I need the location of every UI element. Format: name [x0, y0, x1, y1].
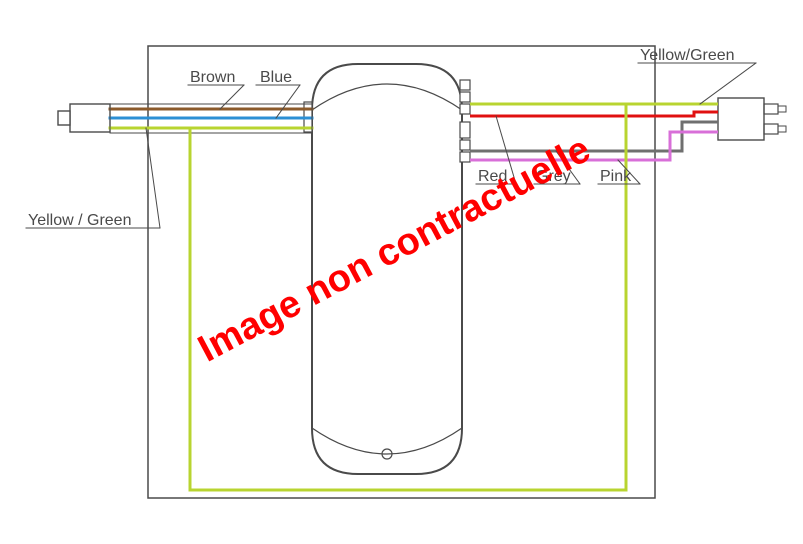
wire-grey: [470, 122, 718, 151]
wiring-diagram: BrownBlueYellow / GreenYellow/GreenRedGr…: [0, 0, 803, 544]
left-connector: [70, 104, 110, 132]
svg-text:Blue: Blue: [260, 69, 292, 86]
label-pink: Pink: [598, 160, 640, 185]
wire-red: [470, 112, 718, 116]
svg-text:Yellow/Green: Yellow/Green: [640, 47, 735, 64]
label-brown: Brown: [188, 69, 244, 109]
right-connector: [718, 98, 764, 140]
label-yg-left: Yellow / Green: [26, 128, 160, 229]
svg-text:Brown: Brown: [190, 69, 235, 86]
svg-text:Yellow / Green: Yellow / Green: [28, 212, 131, 229]
label-blue: Blue: [256, 69, 300, 118]
